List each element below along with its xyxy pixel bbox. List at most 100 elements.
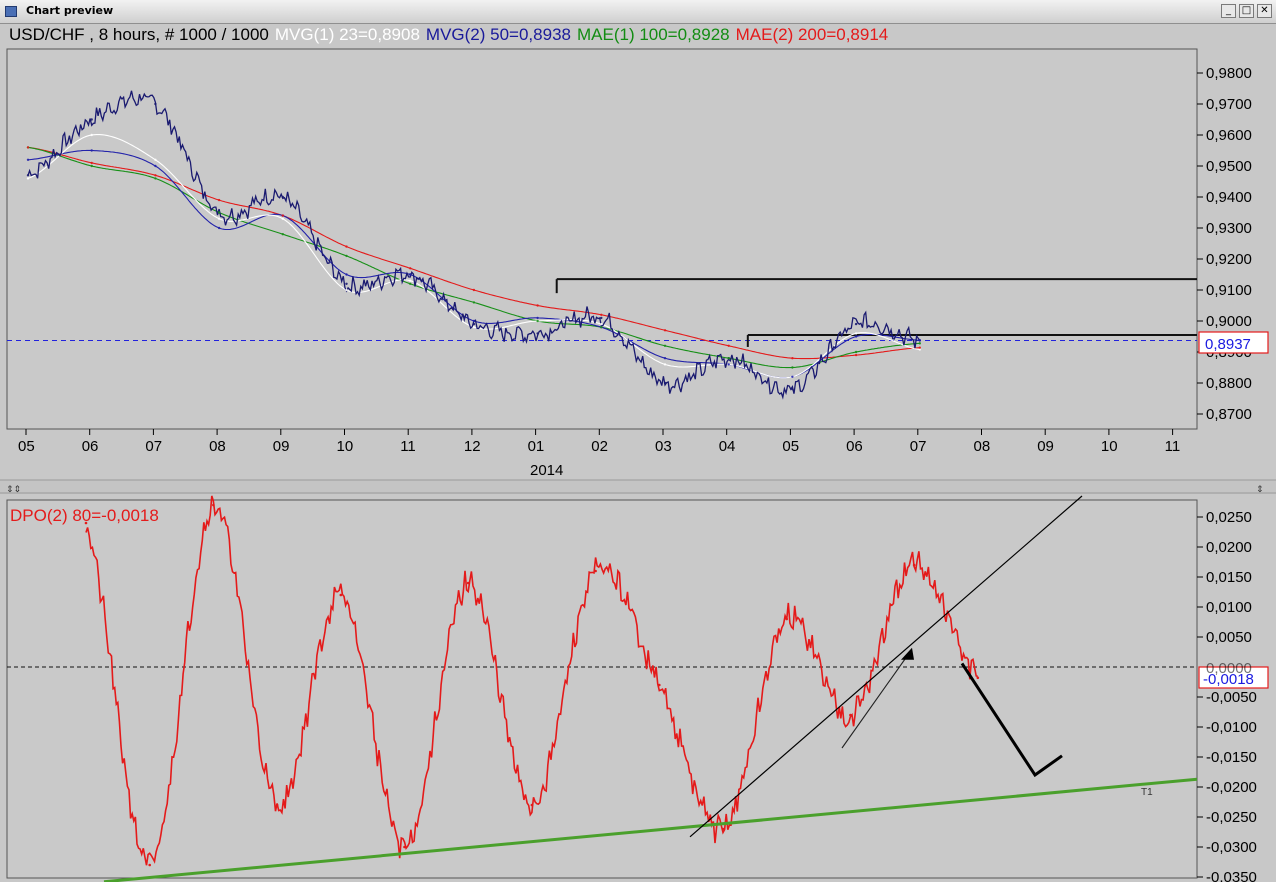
price-data-point [791, 375, 794, 378]
price-data-point [409, 273, 412, 276]
dpo-data-point [275, 803, 279, 807]
price-x-tick-label: 02 [591, 438, 608, 455]
price-data-point [600, 322, 603, 326]
dpo-y-tick-label: 0,0050 [1206, 629, 1252, 646]
annotation-arrow-head [901, 647, 914, 660]
price-x-tick-label: 11 [400, 438, 416, 455]
dpo-y-tick-label: -0,0200 [1206, 779, 1257, 796]
dpo-data-point [530, 803, 534, 807]
price-data-point [854, 353, 858, 357]
dpo-y-tick-label: -0,0250 [1206, 809, 1257, 826]
mvg1-label: MVG(1) 23=0,8908 [274, 25, 420, 44]
price-data-point [26, 158, 30, 161]
symbol-label: USD/CHF , 8 hours, # 1000 / 1000 [9, 25, 269, 44]
maximize-button[interactable]: □ [1239, 4, 1254, 18]
price-data-point [217, 226, 221, 230]
price-data-point [154, 177, 157, 180]
price-data-point [536, 319, 539, 323]
dpo-title: DPO(2) 80=-0,0018 [10, 506, 159, 525]
price-x-tick-label: 09 [1037, 438, 1054, 455]
price-data-point [217, 211, 221, 214]
dpo-data-point [849, 713, 852, 717]
dpo-y-tick-label: -0,0050 [1206, 689, 1257, 706]
dpo-data-point [339, 593, 343, 597]
price-data-point [600, 313, 603, 316]
price-data-point [791, 388, 794, 391]
price-data-point [90, 149, 93, 152]
price-y-tick-label: 0,8800 [1206, 375, 1252, 392]
price-data-point [409, 282, 412, 285]
dpo-data-point [403, 845, 406, 849]
price-data-point [472, 322, 476, 326]
trendline-t1-label: T1 [1141, 787, 1153, 798]
chart-canvas[interactable]: 0,9800 0,9700 0,9600 0,9500 0,9400 0,9300 0,92… [0, 24, 1276, 882]
dpo-data-point [976, 676, 980, 680]
price-data-point [154, 174, 157, 177]
year-label: 2014 [530, 462, 563, 479]
price-data-point [791, 357, 794, 360]
dpo-data-point [721, 827, 725, 831]
price-y-tick-label: 0,9700 [1206, 96, 1252, 113]
price-data-point [345, 254, 348, 258]
price-data-point [26, 177, 30, 180]
price-data-point [472, 319, 476, 323]
dpo-y-tick-label: 0,0250 [1206, 509, 1252, 526]
minimize-button[interactable]: _ [1221, 4, 1236, 18]
price-data-point [918, 346, 921, 349]
price-data-point [281, 195, 284, 199]
price-data-point [791, 366, 794, 369]
price-data-point [472, 326, 476, 329]
price-y-tick-label: 0,9300 [1206, 220, 1252, 237]
price-y-tick-label: 0,9800 [1206, 65, 1252, 82]
price-plot-area[interactable] [6, 48, 1198, 430]
price-header: USD/CHF , 8 hours, # 1000 / 1000 MVG(1) 2… [9, 25, 894, 45]
price-x-tick-label: 08 [974, 438, 991, 455]
price-data-point [90, 164, 93, 168]
price-data-point [663, 329, 667, 332]
price-data-point [26, 146, 30, 149]
price-data-point [727, 357, 730, 360]
price-data-point [409, 267, 412, 270]
dpo-y-axis: 0,02500,02000,01500,01000,0050-0,0050-0,… [1197, 509, 1257, 882]
price-data-point [663, 344, 667, 347]
rising-trendline [689, 495, 1083, 838]
dpo-plot-area[interactable] [6, 499, 1198, 879]
price-data-point [854, 350, 858, 354]
price-y-tick-label: 0,9400 [1206, 189, 1252, 206]
dpo-y-tick-label: 0,0100 [1206, 599, 1252, 616]
price-x-tick-label: 07 [910, 438, 927, 455]
price-x-tick-label: 06 [846, 438, 863, 455]
price-data-point [472, 288, 476, 292]
projection-zigzag [960, 662, 1063, 778]
panel-splitter[interactable] [0, 480, 1276, 494]
dpo-data-point [84, 521, 88, 525]
price-x-tick-label: 09 [273, 438, 290, 455]
price-y-axis: 0,9800 0,9700 0,9600 0,9500 0,9400 0,9300 0,92… [1197, 65, 1252, 423]
price-data-point [345, 245, 348, 248]
price-data-point [854, 335, 858, 338]
price-data-point [154, 164, 157, 168]
price-x-tick-label: 04 [719, 438, 736, 455]
price-data-point [600, 316, 603, 320]
close-button[interactable]: ✕ [1257, 4, 1272, 18]
splitter-arrows-icon-right[interactable]: ⇕ [1256, 485, 1264, 495]
dpo-y-tick-label: 0,0150 [1206, 569, 1252, 586]
price-data-point [409, 279, 412, 282]
price-data-point [663, 363, 667, 366]
price-x-tick-label: 10 [337, 438, 354, 455]
dpo-series-line [85, 495, 978, 866]
dpo-y-tick-label: -0,0150 [1206, 749, 1257, 766]
dpo-last-value: -0,0018 [1203, 671, 1254, 688]
price-data-point [918, 339, 921, 342]
price-x-tick-label: 08 [209, 438, 226, 455]
price-y-tick-label: 0,8700 [1206, 406, 1252, 423]
price-data-point [217, 217, 221, 220]
price-data-point [727, 363, 730, 366]
price-x-tick-label: 06 [82, 438, 99, 455]
price-y-tick-label: 0,9100 [1206, 282, 1252, 299]
price-x-tick-label: 12 [464, 438, 481, 455]
splitter-arrows-icon[interactable]: ⇕⇕ [6, 485, 21, 495]
dpo-series-group [7, 495, 1198, 882]
price-data-point [154, 158, 157, 161]
price-data-point [854, 322, 858, 326]
